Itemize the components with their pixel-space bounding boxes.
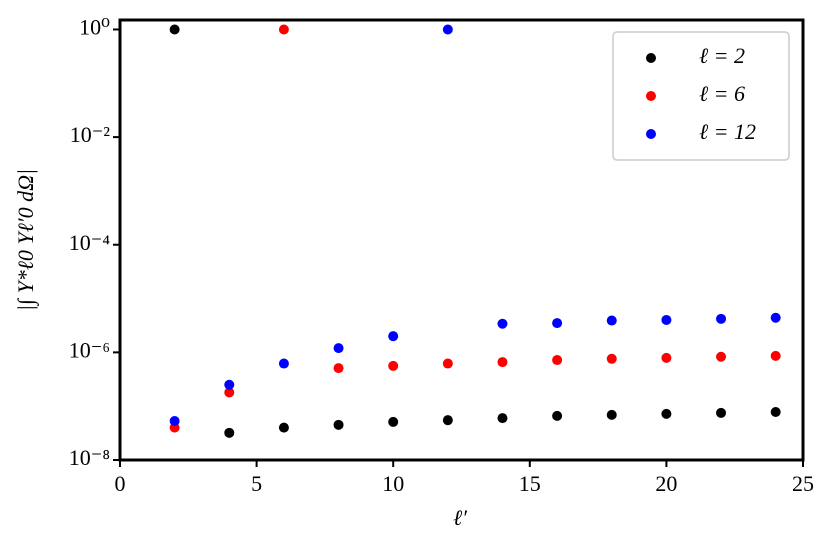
x-tick-label: 0 — [115, 471, 126, 496]
point — [770, 350, 781, 361]
point — [497, 357, 508, 368]
y-tick-label: 10⁻⁸ — [69, 445, 110, 470]
point — [552, 318, 563, 329]
point — [442, 358, 453, 369]
y-tick-label: 10⁰ — [79, 15, 110, 40]
point — [606, 353, 617, 364]
point — [770, 312, 781, 323]
x-tick-label: 5 — [251, 471, 262, 496]
point — [169, 416, 180, 427]
x-tick-label: 10 — [382, 471, 404, 496]
point — [333, 343, 344, 354]
x-tick-label: 20 — [655, 471, 677, 496]
y-tick-label: 10⁻⁴ — [69, 230, 111, 255]
legend-label: ℓ = 6 — [699, 81, 745, 106]
point — [278, 422, 289, 433]
y-tick-label: 10⁻⁶ — [69, 337, 110, 362]
point — [388, 331, 399, 342]
point — [661, 352, 672, 363]
legend-label: ℓ = 2 — [699, 43, 745, 68]
point — [333, 419, 344, 430]
point — [388, 360, 399, 371]
point — [716, 313, 727, 324]
x-tick-label: 15 — [519, 471, 541, 496]
point — [552, 410, 563, 421]
point — [606, 315, 617, 326]
legend-marker — [646, 129, 656, 139]
point — [224, 427, 235, 438]
x-axis-label: ℓ′ — [453, 505, 468, 530]
point — [442, 24, 453, 35]
point — [661, 408, 672, 419]
point — [497, 318, 508, 329]
point — [224, 387, 235, 398]
y-tick-label: 10⁻² — [70, 122, 111, 147]
point — [552, 355, 563, 366]
point — [333, 363, 344, 374]
legend-marker — [646, 91, 656, 101]
point — [606, 409, 617, 420]
point — [224, 379, 235, 390]
point — [716, 351, 727, 362]
point — [770, 406, 781, 417]
legend-label: ℓ = 12 — [699, 119, 756, 144]
x-tick-label: 25 — [792, 471, 814, 496]
y-axis-label: |∫ Y*ℓ0 Yℓ′0 dΩ| — [13, 169, 39, 311]
point — [497, 413, 508, 424]
point — [278, 358, 289, 369]
point — [661, 314, 672, 325]
plot-frame — [118, 18, 805, 462]
point — [716, 407, 727, 418]
point — [388, 416, 399, 427]
legend-box — [612, 31, 790, 161]
point — [278, 24, 289, 35]
legend-marker — [646, 53, 656, 63]
point — [169, 24, 180, 35]
point — [442, 415, 453, 426]
